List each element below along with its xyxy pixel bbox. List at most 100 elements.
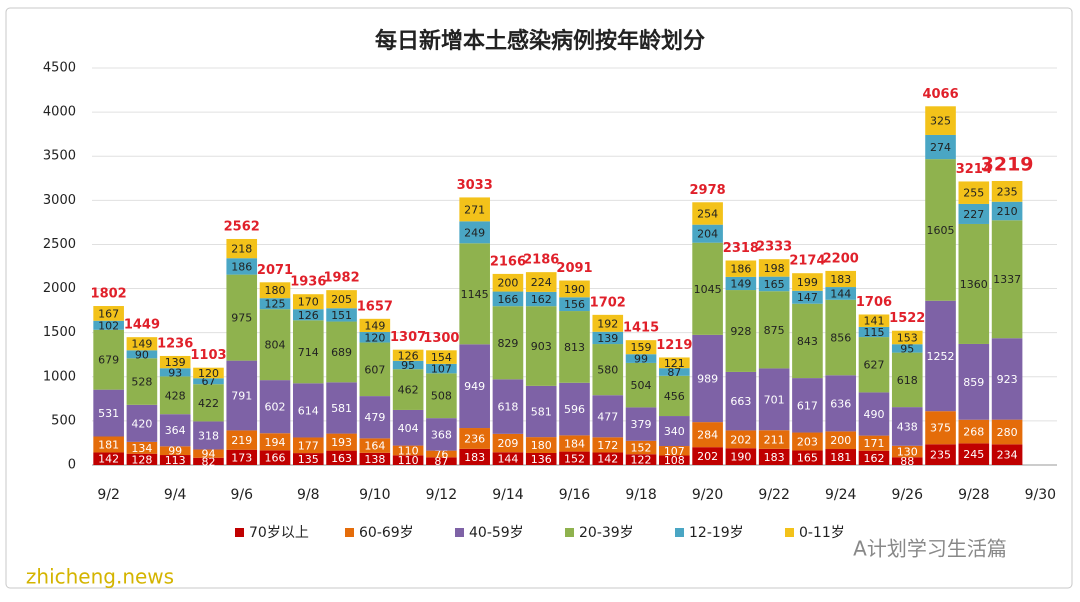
- x-tick-label: 9/14: [492, 487, 524, 503]
- bar-segment: [259, 380, 291, 434]
- bar-segment: [625, 362, 657, 408]
- value-label: 490: [863, 408, 884, 421]
- value-label: 149: [364, 319, 385, 332]
- value-label: 340: [664, 425, 685, 438]
- value-label: 663: [730, 395, 751, 408]
- bar-segment: [792, 378, 823, 433]
- bar-segment: [991, 338, 1023, 420]
- total-label: 1307: [390, 330, 426, 345]
- value-label: 128: [131, 453, 152, 466]
- value-label: 1360: [960, 278, 988, 291]
- bar-segment: [93, 452, 124, 465]
- bar-segment: [891, 457, 923, 465]
- bar-segment: [958, 419, 990, 444]
- bar-segment: [559, 280, 590, 298]
- bar-segment: [991, 444, 1023, 465]
- value-label: 183: [830, 273, 851, 286]
- bar-segment: [226, 430, 258, 450]
- y-tick-label: 0: [68, 458, 76, 473]
- value-label: 162: [863, 452, 884, 465]
- value-label: 596: [564, 403, 585, 416]
- watermark: A计划学习生活篇: [853, 537, 1007, 561]
- y-tick-label: 2000: [43, 281, 76, 296]
- value-label: 121: [664, 357, 685, 370]
- value-label: 218: [231, 243, 252, 256]
- bar-segment: [259, 433, 291, 451]
- bar-segment: [559, 382, 590, 436]
- value-label: 689: [331, 346, 352, 359]
- value-label: 149: [730, 277, 751, 290]
- bar-segment: [825, 287, 857, 300]
- bar-segment: [292, 294, 324, 310]
- x-tick-label: 9/10: [359, 487, 390, 503]
- value-label: 1605: [927, 224, 955, 237]
- value-label: 130: [897, 446, 918, 459]
- bar-segment: [891, 407, 923, 446]
- bar-segment: [758, 259, 790, 277]
- value-label: 87: [434, 455, 448, 468]
- bar-segment: [559, 297, 590, 312]
- value-label: 180: [265, 284, 286, 297]
- value-label: 202: [697, 450, 718, 463]
- x-tick-label: 9/26: [892, 487, 924, 503]
- value-label: 82: [201, 455, 215, 468]
- value-label: 202: [730, 433, 751, 446]
- value-label: 110: [398, 444, 419, 457]
- value-label: 102: [98, 319, 119, 332]
- bar-segment: [725, 371, 757, 431]
- value-label: 181: [98, 438, 119, 451]
- value-label: 618: [897, 374, 918, 387]
- bar-segment: [359, 396, 391, 439]
- value-label: 162: [531, 293, 552, 306]
- value-label: 614: [298, 404, 319, 417]
- bar-segment: [193, 449, 224, 458]
- value-label: 156: [564, 298, 585, 311]
- bar-segment: [359, 452, 391, 465]
- bar-segment: [991, 419, 1023, 445]
- y-tick-label: 4500: [43, 61, 76, 76]
- value-label: 183: [464, 451, 485, 464]
- bar-segment: [459, 221, 490, 244]
- legend-label: 60-69岁: [359, 525, 414, 541]
- bar-segment: [825, 299, 857, 376]
- value-label: 280: [997, 426, 1018, 439]
- bar-segment: [991, 181, 1023, 202]
- bar-segment: [958, 343, 990, 420]
- bar-segment: [193, 421, 224, 450]
- bar-segment: [459, 448, 490, 465]
- value-label: 438: [897, 420, 918, 433]
- value-label: 255: [963, 187, 984, 200]
- bar-segment: [659, 455, 690, 465]
- value-label: 949: [464, 380, 485, 393]
- bar-segment: [925, 411, 956, 445]
- value-label: 508: [431, 390, 452, 403]
- total-label: 2166: [490, 254, 526, 269]
- value-label: 166: [265, 452, 286, 465]
- value-label: 125: [265, 298, 286, 311]
- x-tick-label: 9/8: [297, 487, 320, 503]
- value-label: 88: [900, 455, 914, 468]
- bar-segment: [93, 320, 124, 330]
- bar-segment: [426, 457, 457, 465]
- bar-segment: [126, 441, 158, 454]
- value-label: 95: [401, 359, 415, 372]
- x-tick-label: 9/2: [97, 487, 120, 503]
- bar-segment: [159, 376, 191, 415]
- bar-segment: [326, 450, 357, 465]
- value-label: 113: [165, 454, 186, 467]
- value-label: 271: [464, 203, 485, 216]
- value-label: 134: [131, 442, 152, 455]
- bar-segment: [193, 384, 224, 422]
- bar-segment: [126, 404, 158, 442]
- bar-segment: [958, 443, 990, 465]
- bar-segment: [825, 375, 857, 432]
- value-label: 94: [201, 448, 215, 461]
- legend-label: 20-39岁: [579, 525, 634, 541]
- bar-segment: [126, 350, 158, 359]
- total-label: 1657: [357, 299, 393, 314]
- value-label: 110: [398, 454, 419, 467]
- value-label: 1145: [461, 288, 489, 301]
- value-label: 184: [564, 437, 585, 450]
- value-label: 166: [497, 293, 518, 306]
